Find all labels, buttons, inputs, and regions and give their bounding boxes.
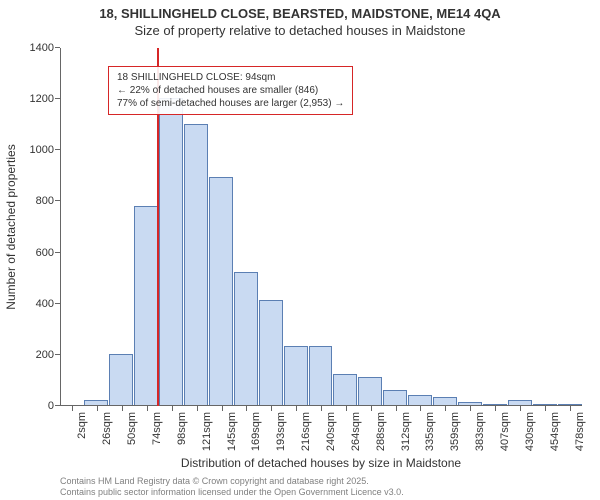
histogram-bar	[284, 346, 308, 405]
y-tick-label: 800	[36, 195, 54, 207]
x-tick-mark	[222, 406, 223, 411]
x-tick-mark	[495, 406, 496, 411]
x-tick-label: 264sqm	[350, 412, 362, 451]
x-axis-ticks: 2sqm 26sqm 50sqm 74sqm 98sqm 121sqm 145sqm 169s…	[60, 406, 582, 460]
property-size-histogram: 18, SHILLINGHELD CLOSE, BEARSTED, MAIDST…	[0, 0, 600, 500]
x-tick-label: 335sqm	[424, 412, 436, 451]
y-tick-label: 0	[48, 400, 54, 412]
x-tick-mark	[197, 406, 198, 411]
x-tick-label: 312sqm	[400, 412, 412, 451]
title-subtitle: Size of property relative to detached ho…	[0, 23, 600, 38]
histogram-bar	[558, 404, 582, 405]
x-tick-label: 454sqm	[549, 412, 561, 451]
histogram-bar	[159, 98, 183, 405]
x-tick-label: 50sqm	[126, 412, 138, 445]
x-tick-mark	[570, 406, 571, 411]
footer-line-1: Contains HM Land Registry data © Crown c…	[60, 476, 404, 487]
histogram-bar	[408, 395, 432, 405]
histogram-bar	[458, 402, 482, 405]
title-address: 18, SHILLINGHELD CLOSE, BEARSTED, MAIDST…	[0, 6, 600, 21]
annotation-line-1: 18 SHILLINGHELD CLOSE: 94sqm	[117, 71, 344, 84]
x-tick-label: 407sqm	[499, 412, 511, 451]
y-tick-label: 400	[36, 298, 54, 310]
annotation-box: 18 SHILLINGHELD CLOSE: 94sqm ← 22% of de…	[108, 66, 353, 115]
y-tick-label: 600	[36, 247, 54, 259]
attribution-footer: Contains HM Land Registry data © Crown c…	[60, 476, 404, 498]
x-tick-mark	[346, 406, 347, 411]
histogram-bar	[483, 404, 507, 405]
x-tick-mark	[420, 406, 421, 411]
x-tick-mark	[172, 406, 173, 411]
x-tick-mark	[122, 406, 123, 411]
footer-line-2: Contains public sector information licen…	[60, 487, 404, 498]
histogram-bar	[184, 124, 208, 405]
x-tick-label: 216sqm	[300, 412, 312, 451]
x-tick-mark	[97, 406, 98, 411]
y-tick-label: 1000	[30, 144, 54, 156]
x-tick-mark	[72, 406, 73, 411]
x-tick-mark	[445, 406, 446, 411]
x-tick-mark	[271, 406, 272, 411]
x-tick-mark	[371, 406, 372, 411]
x-tick-mark	[246, 406, 247, 411]
x-tick-mark	[296, 406, 297, 411]
x-tick-label: 74sqm	[151, 412, 163, 445]
histogram-bar	[508, 400, 532, 405]
x-axis-label: Distribution of detached houses by size …	[60, 456, 582, 470]
x-tick-label: 169sqm	[250, 412, 262, 451]
x-tick-mark	[147, 406, 148, 411]
histogram-bar	[134, 206, 158, 405]
x-tick-mark	[396, 406, 397, 411]
x-tick-label: 240sqm	[325, 412, 337, 451]
y-tick-label: 200	[36, 349, 54, 361]
chart-titles: 18, SHILLINGHELD CLOSE, BEARSTED, MAIDST…	[0, 6, 600, 38]
histogram-bar	[533, 404, 557, 405]
x-tick-label: 2sqm	[76, 412, 88, 439]
x-tick-mark	[321, 406, 322, 411]
x-tick-label: 430sqm	[524, 412, 536, 451]
histogram-bar	[383, 390, 407, 405]
x-tick-label: 383sqm	[474, 412, 486, 451]
histogram-bar	[259, 300, 283, 405]
x-tick-mark	[545, 406, 546, 411]
y-tick-label: 1200	[30, 93, 54, 105]
histogram-bar	[209, 177, 233, 405]
histogram-bar	[84, 400, 108, 405]
x-tick-label: 359sqm	[449, 412, 461, 451]
x-tick-label: 193sqm	[275, 412, 287, 451]
x-tick-label: 145sqm	[226, 412, 238, 451]
y-axis-ticks: 0200400600800100012001400	[0, 48, 60, 406]
histogram-bar	[309, 346, 333, 405]
histogram-bar	[358, 377, 382, 405]
x-tick-label: 26sqm	[101, 412, 113, 445]
x-tick-label: 121sqm	[201, 412, 213, 451]
x-tick-label: 478sqm	[574, 412, 586, 451]
annotation-line-3: 77% of semi-detached houses are larger (…	[117, 97, 344, 110]
histogram-bar	[234, 272, 258, 405]
histogram-bar	[333, 374, 357, 405]
x-tick-label: 288sqm	[375, 412, 387, 451]
x-tick-mark	[470, 406, 471, 411]
histogram-bar	[109, 354, 133, 405]
histogram-bar	[433, 397, 457, 405]
x-tick-mark	[520, 406, 521, 411]
x-tick-label: 98sqm	[176, 412, 188, 445]
y-tick-label: 1400	[30, 42, 54, 54]
annotation-line-2: ← 22% of detached houses are smaller (84…	[117, 84, 344, 97]
